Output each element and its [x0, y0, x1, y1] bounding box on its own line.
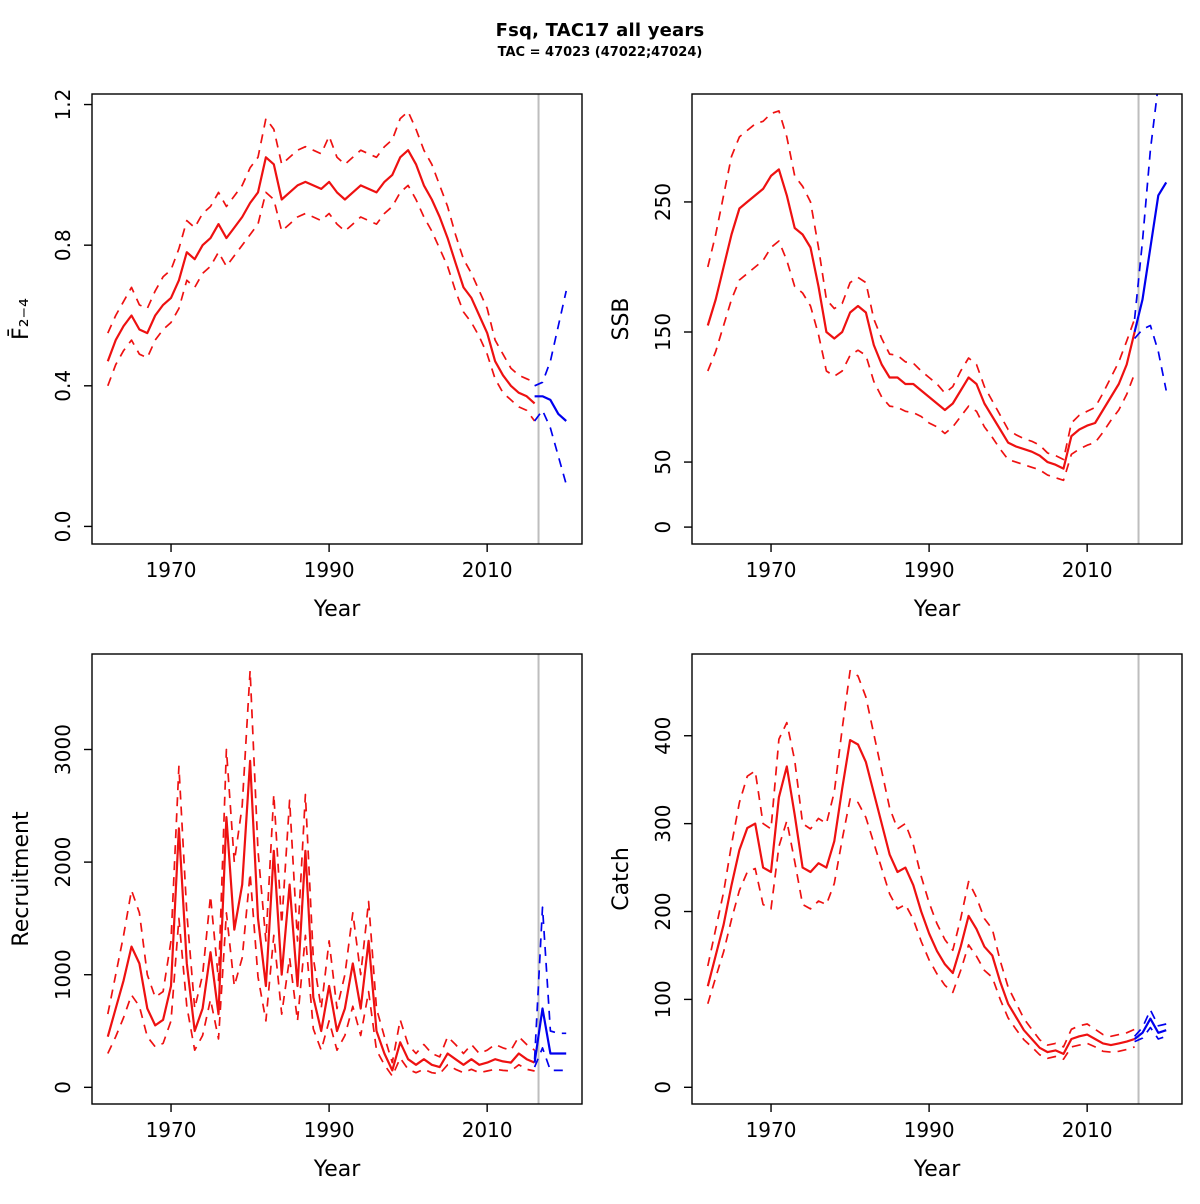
figure-title: Fsq, TAC17 all years	[495, 20, 705, 41]
recruitment-y-tick-label: 1000	[51, 949, 75, 1000]
catch-forecast-lower-ci-line	[1134, 1026, 1167, 1043]
catch-x-tick-label: 2010	[1062, 1118, 1113, 1142]
ssb-history-upper-ci-line	[706, 110, 1136, 461]
fbar-x-tick-label: 2010	[462, 558, 513, 582]
catch-plot-area	[706, 654, 1167, 1104]
fbar-y-tick-label: 0.0	[51, 511, 75, 543]
fbar-plot-border	[91, 93, 583, 545]
fbar-x-axis-title: Year	[313, 597, 362, 622]
fbar-history-median-line	[106, 149, 536, 405]
ssb-y-tick-label: 250	[651, 183, 675, 221]
recruitment-x-tick-label: 1970	[146, 1118, 197, 1142]
figure-header: Fsq, TAC17 all years TAC = 47023 (47022;…	[0, 0, 1200, 80]
catch-history-median-line	[706, 738, 1135, 1055]
recruitment-history-upper-ci-line	[106, 669, 536, 1064]
ssb-history-lower-ci-line	[707, 240, 1136, 482]
ssb-forecast-upper-ci-line	[1133, 94, 1159, 320]
ssb-x-tick-label: 1970	[746, 558, 797, 582]
recruitment-plot-border	[91, 653, 583, 1105]
catch-y-tick-label: 0	[651, 1081, 675, 1094]
ssb-y-axis-title: SSB	[609, 297, 634, 340]
ssb-y-tick-label: 150	[651, 313, 675, 351]
ssb-forecast-median-line	[1133, 181, 1168, 333]
recruitment-forecast-lower-ci-line	[533, 1047, 567, 1072]
catch-y-tick-label: 300	[651, 805, 675, 843]
figure-subtitle: TAC = 47023 (47022;47024)	[497, 45, 703, 60]
ssb-forecast-lower-ci-line	[1133, 324, 1168, 391]
fbar-y-tick-label: 0.8	[51, 229, 75, 261]
catch-history-upper-ci-line	[706, 669, 1135, 1048]
catch-y-tick-label: 100	[651, 980, 675, 1018]
recruitment-history-median-line	[106, 759, 536, 1072]
ssb-x-tick-label: 1990	[904, 558, 955, 582]
fbar-y-tick-label: 0.4	[51, 370, 75, 402]
fbar-plot-area	[106, 94, 568, 544]
catch-forecast-upper-ci-line	[1133, 1009, 1167, 1037]
recruitment-x-tick-label: 2010	[462, 1118, 513, 1142]
recruitment-forecast-median-line	[533, 1007, 567, 1063]
ssb-x-axis-title: Year	[913, 597, 962, 622]
ssb-chart: 1970 1990 2010 0 50 150 250 Year SSB	[609, 93, 1183, 622]
fbar-forecast-upper-ci-line	[534, 290, 568, 387]
recruitment-forecast-upper-ci-line	[533, 906, 567, 1060]
catch-plot-border	[691, 653, 1183, 1105]
fbar-forecast-lower-ci-line	[533, 409, 568, 485]
fbar-y-tick-label: 1.2	[51, 89, 75, 121]
catch-history-lower-ci-line	[706, 798, 1135, 1061]
chart-panel-fbar: 1970 1990 2010 0.0 0.4 0.8 1.2 Year F̄₂₋₄	[0, 80, 600, 640]
fbar-x-tick-label: 1970	[146, 558, 197, 582]
recruitment-history-lower-ci-line	[107, 872, 535, 1077]
chart-panel-recruitment: 1970 1990 2010 0 1000 2000 3000 Year Recruitment	[0, 640, 600, 1200]
fbar-history-upper-ci-line	[107, 110, 535, 384]
catch-x-tick-label: 1990	[904, 1118, 955, 1142]
recruitment-y-axis-title: Recruitment	[9, 811, 34, 947]
ssb-history-median-line	[706, 168, 1136, 470]
fbar-forecast-median-line	[534, 395, 567, 422]
catch-forecast-median-line	[1133, 1017, 1167, 1040]
fbar-x-tick-label: 1990	[304, 558, 355, 582]
ssb-x-tick-label: 2010	[1062, 558, 1113, 582]
fbar-history-lower-ci-line	[107, 184, 536, 422]
catch-x-tick-label: 1970	[746, 1118, 797, 1142]
ssb-y-tick-label: 0	[651, 521, 675, 534]
recruitment-plot-area	[106, 654, 567, 1104]
catch-y-axis-title: Catch	[609, 847, 634, 911]
chart-panel-catch: 1970 1990 2010 0 100 200 300 400 Year Catch	[600, 640, 1200, 1200]
chart-panel-ssb: 1970 1990 2010 0 50 150 250 Year SSB	[600, 80, 1200, 640]
recruitment-chart: 1970 1990 2010 0 1000 2000 3000 Year Recruitment	[9, 653, 583, 1182]
recruitment-y-tick-label: 3000	[51, 724, 75, 775]
ssb-y-tick-label: 50	[651, 449, 675, 474]
ssb-plot-border	[691, 93, 1183, 545]
recruitment-x-tick-label: 1990	[304, 1118, 355, 1142]
catch-chart: 1970 1990 2010 0 100 200 300 400 Year Catch	[609, 653, 1183, 1182]
catch-x-axis-title: Year	[913, 1157, 962, 1182]
charts-grid: 1970 1990 2010 0.0 0.4 0.8 1.2 Year F̄₂₋₄ 1970 19…	[0, 80, 1200, 1200]
fbar-chart: 1970 1990 2010 0.0 0.4 0.8 1.2 Year F̄₂₋₄	[8, 89, 583, 622]
fbar-y-axis-title: F̄₂₋₄	[8, 298, 34, 340]
recruitment-x-axis-title: Year	[313, 1157, 362, 1182]
recruitment-y-tick-label: 2000	[51, 837, 75, 888]
ssb-plot-area	[706, 94, 1168, 544]
catch-y-tick-label: 200	[651, 892, 675, 930]
catch-y-tick-label: 400	[651, 717, 675, 755]
recruitment-y-tick-label: 0	[51, 1081, 75, 1094]
